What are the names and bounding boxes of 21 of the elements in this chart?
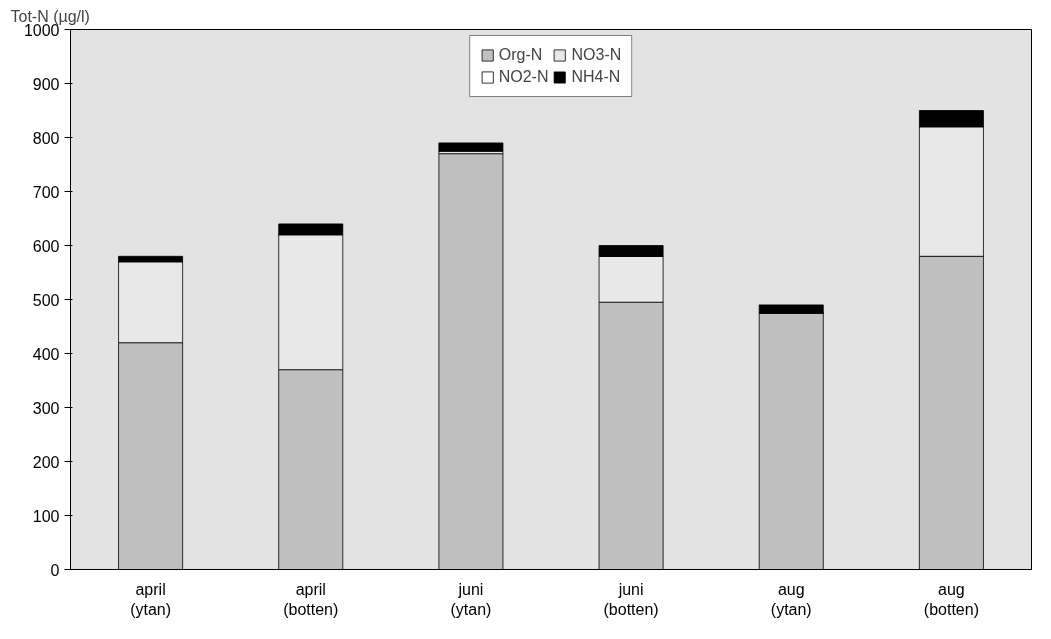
y-tick-label: 800	[32, 129, 60, 147]
legend-label: NO3-N	[571, 46, 622, 64]
y-tick-label: 400	[32, 345, 60, 363]
x-tick-label: juni (ytan)	[450, 580, 492, 618]
bar	[438, 142, 504, 152]
y-tick-label: 500	[32, 291, 60, 309]
legend-label: NO2-N	[498, 68, 549, 86]
y-tick-label: 300	[32, 399, 60, 417]
y-tick-label: 200	[32, 453, 60, 471]
x-tick-label: april (ytan)	[130, 580, 172, 618]
y-tick-label: 100	[32, 507, 60, 525]
y-tick-label: 900	[32, 75, 60, 93]
y-tick-label: 600	[32, 237, 60, 255]
x-tick-label: april (botten)	[283, 580, 339, 618]
legend-label: Org-N	[498, 46, 543, 64]
y-tick-label: 0	[50, 561, 60, 579]
legend-label: NH4-N	[571, 68, 621, 86]
x-tick-label: aug (botten)	[923, 580, 979, 618]
x-tick-label: juni (botten)	[603, 580, 659, 618]
x-tick-label: aug (ytan)	[770, 580, 812, 618]
y-tick-label: 700	[32, 183, 60, 201]
